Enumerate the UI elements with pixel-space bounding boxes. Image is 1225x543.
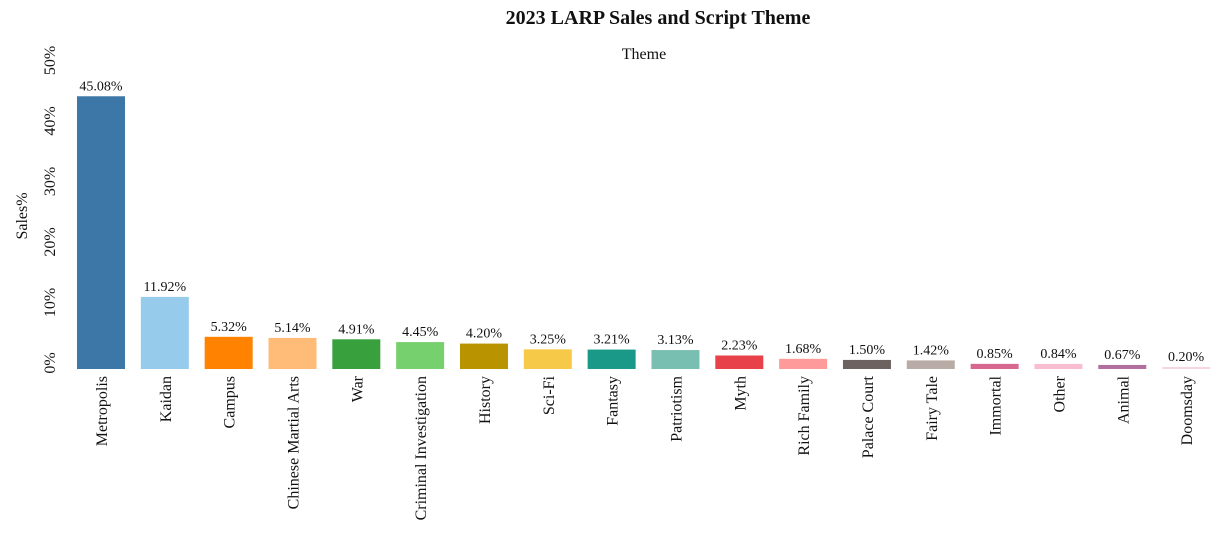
x-tick-label: Criminal Investigation <box>413 376 430 520</box>
chart-subtitle: Theme <box>621 46 667 63</box>
x-tick-label: Kaidan <box>158 376 175 422</box>
chart-title: 2023 LARP Sales and Script Theme <box>505 7 811 29</box>
value-label: 0.85% <box>977 347 1014 362</box>
x-tick-label: History <box>477 376 494 424</box>
bar <box>332 339 381 369</box>
x-tick-label: Fairy Tale <box>924 376 941 441</box>
y-tick-label: 20% <box>42 227 59 256</box>
x-tick-label: Immortal <box>988 375 1005 435</box>
bar <box>779 358 828 369</box>
value-label: 5.32% <box>211 320 248 335</box>
y-axis-ticks: 0% 10% 20% 30% 40% 50% <box>42 46 59 374</box>
bar <box>1098 364 1147 369</box>
value-label: 1.68% <box>785 342 822 357</box>
bar <box>587 349 636 369</box>
bar <box>970 363 1019 369</box>
y-tick-label: 40% <box>42 106 59 135</box>
x-tick-label: Campus <box>222 376 239 428</box>
bar <box>1034 363 1083 369</box>
value-label: 3.21% <box>594 333 631 348</box>
bar <box>459 343 508 369</box>
value-label: 0.67% <box>1104 348 1141 363</box>
bar <box>1162 367 1211 369</box>
value-labels: 45.08% 11.92% 5.32% 5.14% 4.91% 4.45% 4.20% 3.2… <box>79 79 1204 365</box>
value-label: 2.23% <box>721 339 758 354</box>
bar <box>268 337 317 369</box>
value-label: 11.92% <box>144 280 187 295</box>
bar <box>77 96 125 370</box>
x-tick-label: Metropolis <box>94 376 111 446</box>
value-label: 4.45% <box>402 325 439 340</box>
x-tick-label: Fantasy <box>605 376 622 426</box>
x-tick-label: Sci-Fi <box>541 375 558 415</box>
y-tick-label: 0% <box>42 352 59 373</box>
x-tick-label: Rich Family <box>796 376 813 456</box>
bars <box>77 96 1211 370</box>
bar <box>523 349 572 369</box>
value-label: 0.20% <box>1168 350 1205 365</box>
x-tick-label: Animal <box>1115 375 1132 424</box>
x-tick-label: Patriotism <box>668 375 685 441</box>
x-tick-label: Myth <box>732 376 749 411</box>
x-tick-label: War <box>349 375 366 402</box>
y-tick-label: 30% <box>42 167 59 196</box>
bar <box>204 336 253 369</box>
value-label: 3.13% <box>657 333 694 348</box>
value-label: 5.14% <box>274 321 311 336</box>
bar <box>842 359 891 369</box>
bar <box>715 355 764 369</box>
x-tick-label: Palace Court <box>860 375 877 458</box>
y-axis-label: Sales% <box>14 192 31 239</box>
x-axis-ticks: Metropolis Kaidan Campus Chinese Martial Ar… <box>94 375 1196 520</box>
bar <box>906 360 955 369</box>
value-label: 3.25% <box>530 332 567 347</box>
x-tick-label: Chinese Martial Arts <box>285 376 302 509</box>
x-tick-label: Doomsday <box>1179 376 1196 445</box>
value-label: 45.08% <box>79 79 123 94</box>
bar <box>651 350 700 369</box>
bar <box>396 342 445 369</box>
value-label: 4.20% <box>466 327 503 342</box>
value-label: 1.50% <box>849 343 886 358</box>
bar <box>140 296 189 369</box>
value-label: 4.91% <box>338 322 375 337</box>
value-label: 1.42% <box>913 343 950 358</box>
y-tick-label: 50% <box>42 46 59 75</box>
y-tick-label: 10% <box>42 288 59 317</box>
value-label: 0.84% <box>1040 347 1077 362</box>
x-tick-label: Other <box>1051 375 1068 412</box>
